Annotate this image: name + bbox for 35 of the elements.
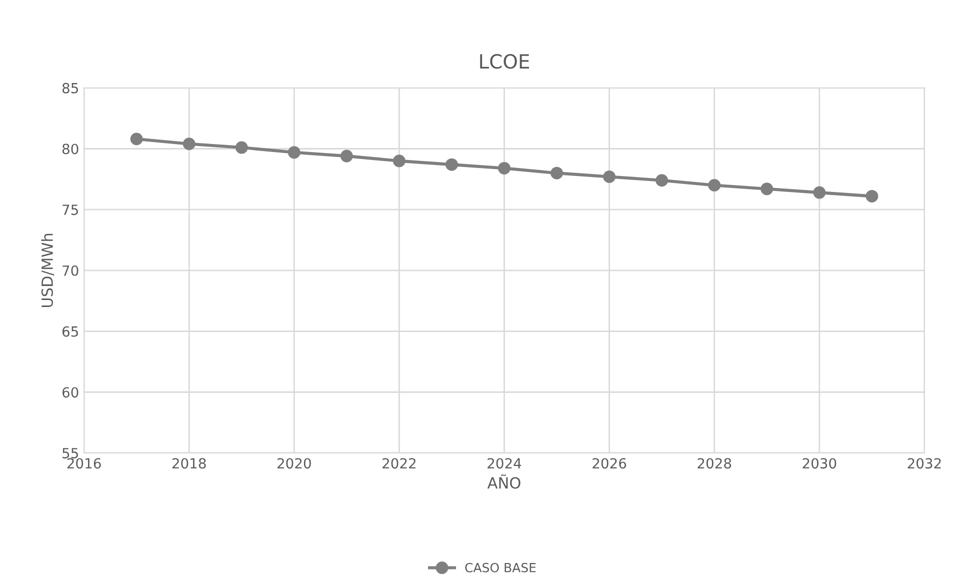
x-tick-label: 2028: [698, 458, 732, 469]
point: [498, 162, 510, 174]
point: [603, 170, 616, 183]
point: [708, 179, 721, 192]
point: [656, 174, 668, 187]
x-tick-label: 2018: [172, 458, 206, 469]
point: [340, 150, 353, 162]
x-tick-label: 2024: [488, 458, 522, 469]
y-tick-label: 70: [62, 265, 78, 276]
x-tick-label: 2020: [277, 458, 311, 469]
y-tick-label: 65: [62, 326, 78, 337]
y-axis-title: USD/MWh: [41, 234, 54, 307]
x-tick-label: 2016: [67, 458, 101, 469]
point: [550, 166, 564, 180]
point: [288, 146, 300, 159]
y-tick-label: 85: [62, 82, 78, 94]
x-tick-label: 2026: [592, 458, 626, 469]
chart-title: LCOE: [480, 54, 530, 69]
point: [760, 182, 774, 196]
x-tick-label: 2022: [382, 458, 416, 469]
point: [235, 141, 248, 154]
y-tick-label: 55: [62, 448, 78, 458]
x-axis-title: AÑO: [487, 474, 520, 489]
point: [866, 190, 878, 202]
y-tick-label: 80: [62, 144, 78, 154]
point: [182, 138, 196, 150]
legend-label: CASO BASE: [465, 562, 536, 572]
point: [130, 132, 143, 146]
x-tick-label: 2030: [802, 458, 836, 469]
point: [392, 154, 406, 168]
x-tick-label: 2032: [908, 458, 941, 469]
y-tick-label: 60: [62, 387, 78, 398]
y-tick-label: 75: [62, 204, 78, 216]
point: [445, 158, 458, 171]
point: [813, 186, 826, 199]
